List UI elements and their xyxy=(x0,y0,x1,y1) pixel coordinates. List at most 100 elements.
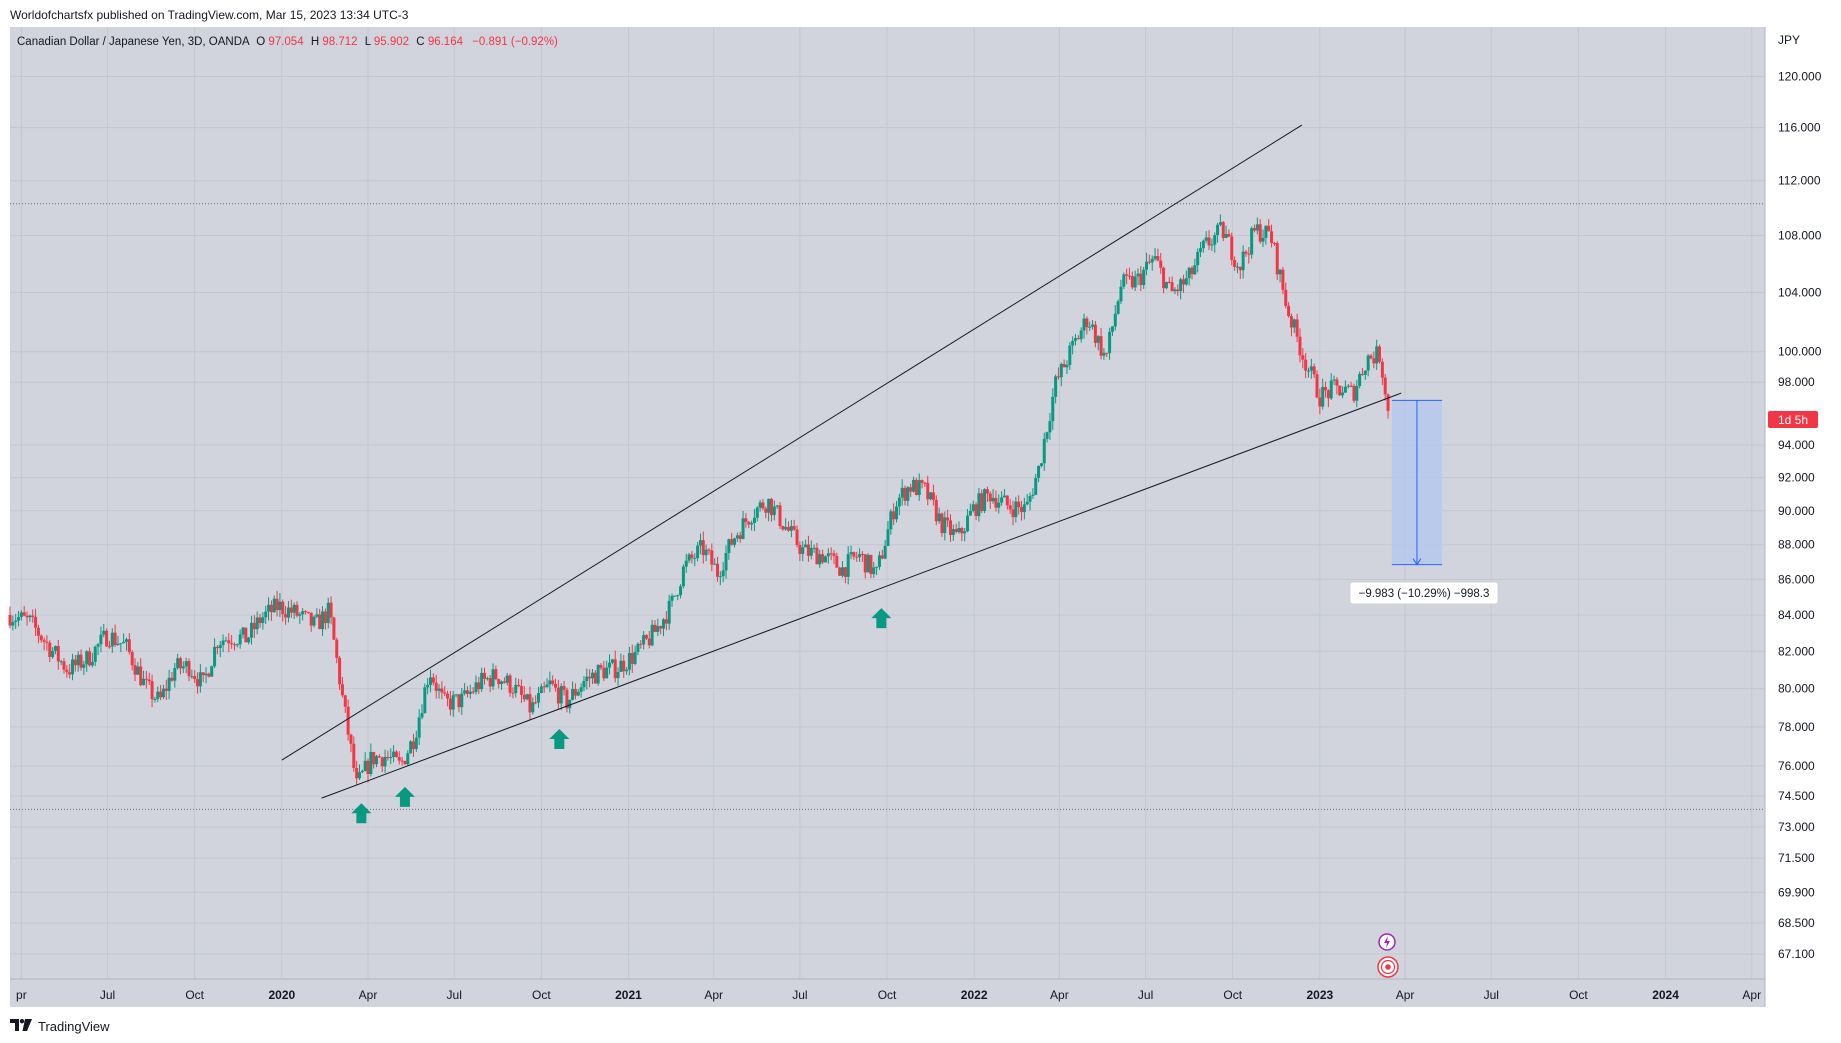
candle-up-body xyxy=(536,693,540,703)
candle-down-body xyxy=(306,611,310,613)
price-axis[interactable]: 120.000 116.000 112.000 108.000 104.000 100.0… xyxy=(1778,69,1822,961)
candle-up-body xyxy=(235,644,239,646)
candle-down-body xyxy=(318,614,322,630)
candle-down-body xyxy=(207,673,211,677)
candle-down-body xyxy=(948,520,952,536)
candle-down-body xyxy=(1272,242,1276,244)
price-tick-label: 69.900 xyxy=(1778,885,1815,899)
candle-down-body xyxy=(923,482,927,484)
candle-up-body xyxy=(1224,233,1228,238)
countdown-badge: 1d 5h xyxy=(1768,411,1818,428)
candle-down-body xyxy=(1011,509,1015,518)
candle-down-body xyxy=(252,622,256,630)
candle-down-body xyxy=(778,505,782,527)
candle-up-body xyxy=(642,635,646,645)
candle-up-body xyxy=(1250,228,1254,255)
candle-up-body xyxy=(1082,318,1086,331)
candle-up-body xyxy=(545,684,549,688)
candle-up-body xyxy=(576,691,580,696)
candle-down-body xyxy=(1326,390,1330,399)
price-range-measure[interactable] xyxy=(1391,399,1443,566)
candle-down-body xyxy=(1244,251,1248,254)
change-value: −0.891 (−0.92%) xyxy=(472,36,558,48)
candle-up-body xyxy=(812,547,816,549)
candle-up-body xyxy=(937,513,941,522)
candle-up-body xyxy=(1133,276,1137,288)
candle-down-body xyxy=(522,694,526,700)
candle-up-body xyxy=(1196,251,1200,266)
candle-up-body xyxy=(1292,319,1296,328)
candle-up-body xyxy=(951,529,955,536)
candle-up-body xyxy=(1014,501,1018,518)
candle-down-body xyxy=(926,482,930,500)
symbol-name: Canadian Dollar / Japanese Yen, 3D, OAND… xyxy=(17,36,250,48)
candle-down-body xyxy=(232,644,236,646)
candle-up-body xyxy=(1108,331,1112,354)
upper-trendline xyxy=(281,124,1303,761)
candle-down-body xyxy=(130,652,134,666)
candle-down-body xyxy=(411,741,415,750)
candle-up-body xyxy=(420,713,424,718)
candle-up-body xyxy=(1074,338,1078,341)
candle-up-body xyxy=(968,510,972,516)
time-axis[interactable]: pr Jul Oct 2020 Apr Jul Oct 2021 Apr Jul Oct 2022 Ap… xyxy=(16,988,1761,1002)
candle-up-body xyxy=(883,545,887,559)
candle-down-body xyxy=(1167,281,1171,283)
candle-down-body xyxy=(1099,336,1103,356)
candle-down-body xyxy=(164,688,168,691)
candle-up-body xyxy=(426,684,430,688)
target-event-icon[interactable] xyxy=(1377,956,1399,978)
candlestick-series xyxy=(8,214,1390,785)
candle-up-body xyxy=(161,688,165,698)
candle-up-body xyxy=(957,528,961,532)
trendlines[interactable] xyxy=(281,124,1402,799)
candle-up-body xyxy=(429,677,433,685)
support-arrows xyxy=(351,608,892,824)
candle-down-body xyxy=(56,645,60,662)
candle-up-body xyxy=(468,691,472,694)
candle-down-body xyxy=(653,624,657,632)
candle-down-body xyxy=(349,734,353,744)
time-tick-label: 2024 xyxy=(1652,988,1679,1002)
candle-down-body xyxy=(787,527,791,531)
candle-down-body xyxy=(1352,385,1356,401)
candle-down-body xyxy=(139,666,143,686)
candle-up-body xyxy=(1173,289,1177,292)
candle-up-body xyxy=(1071,340,1075,346)
candle-up-body xyxy=(241,627,245,635)
candle-down-body xyxy=(1170,282,1174,292)
candle-down-body xyxy=(517,684,521,687)
candle-down-body xyxy=(494,669,498,680)
candle-down-body xyxy=(397,756,401,761)
price-tick-label: 108.000 xyxy=(1778,229,1822,243)
candle-up-body xyxy=(264,611,268,618)
lightning-event-icon[interactable] xyxy=(1378,933,1396,951)
candle-up-body xyxy=(417,717,421,738)
candle-up-body xyxy=(1216,224,1220,236)
candle-down-body xyxy=(48,642,52,657)
candle-up-body xyxy=(1102,352,1106,356)
time-tick-label: Apr xyxy=(359,988,378,1002)
candle-up-body xyxy=(198,672,202,687)
up-arrow-icon xyxy=(549,728,570,749)
candle-up-body xyxy=(474,682,478,692)
candle-down-body xyxy=(832,553,836,556)
candle-up-body xyxy=(514,684,518,694)
candle-up-body xyxy=(727,539,731,554)
candle-up-body xyxy=(423,687,427,714)
candle-down-body xyxy=(821,554,825,563)
candle-up-body xyxy=(90,661,94,666)
candle-up-body xyxy=(184,661,188,667)
candle-up-body xyxy=(889,511,893,530)
candle-up-body xyxy=(204,673,208,676)
candle-up-body xyxy=(383,756,387,767)
candle-up-body xyxy=(684,560,688,567)
candle-up-body xyxy=(1261,237,1265,242)
candle-up-body xyxy=(1091,324,1095,327)
candle-down-body xyxy=(1247,253,1251,255)
candle-down-body xyxy=(829,553,833,555)
candle-up-body xyxy=(605,667,609,679)
candle-down-body xyxy=(869,554,873,575)
candle-down-body xyxy=(934,499,938,522)
